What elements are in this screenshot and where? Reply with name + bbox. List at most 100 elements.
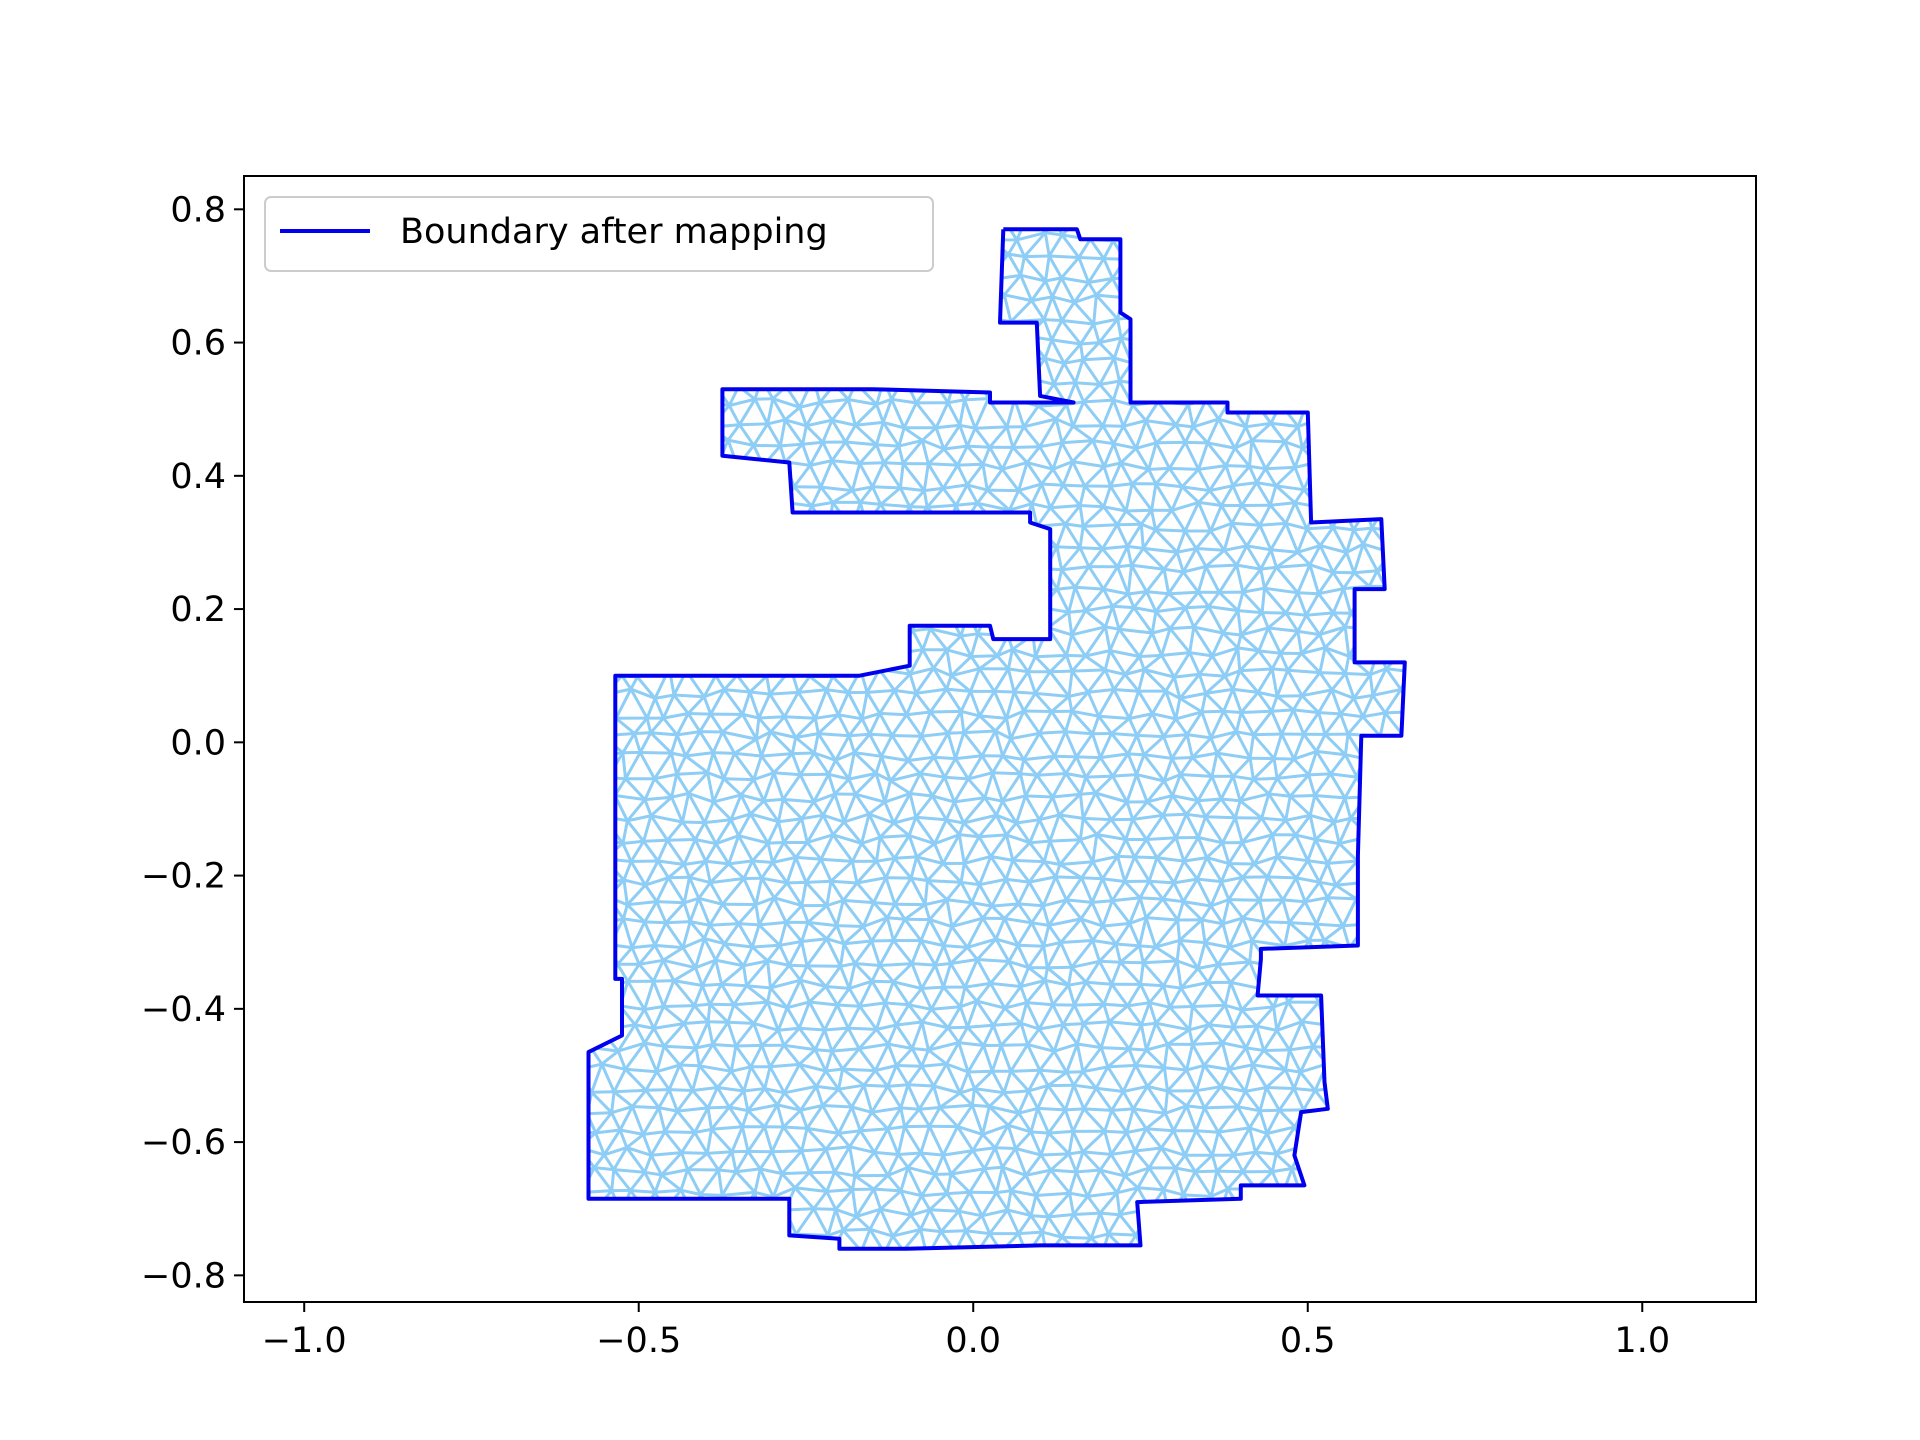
mesh-edge — [1231, 521, 1261, 527]
mesh-edge — [1191, 1043, 1206, 1067]
mesh-edge — [772, 897, 788, 924]
mesh-edge — [830, 1027, 850, 1052]
mesh-edge — [1160, 628, 1172, 656]
mesh-edge — [1193, 625, 1224, 635]
mesh-edge — [1170, 486, 1184, 511]
mesh-edge — [1345, 672, 1371, 677]
mesh-edge — [1174, 672, 1200, 679]
mesh-edge — [623, 917, 645, 924]
mesh-edge — [1034, 655, 1052, 673]
mesh-edge — [1078, 776, 1088, 795]
mesh-edge — [1378, 712, 1387, 737]
mesh-edge — [679, 1169, 690, 1191]
mesh-edge — [767, 1000, 788, 1010]
mesh-edge — [1228, 898, 1260, 902]
mesh-edge — [673, 693, 705, 699]
mesh-edge — [1114, 922, 1131, 945]
mesh-edge — [1081, 1130, 1106, 1153]
mesh-edge — [740, 1110, 750, 1128]
mesh-edge — [981, 905, 994, 920]
mesh-edge — [1174, 837, 1186, 862]
mesh-edge — [693, 1131, 709, 1155]
mesh-edge — [1066, 653, 1086, 658]
mesh-edge — [1288, 900, 1307, 924]
mesh-edge — [1006, 649, 1014, 670]
mesh-edge — [717, 1150, 734, 1171]
mesh-edge — [806, 1126, 839, 1135]
mesh-edge — [1293, 488, 1306, 504]
mesh-edge — [921, 1062, 947, 1068]
mesh-edge — [1252, 778, 1270, 795]
mesh-edge — [1219, 1068, 1231, 1088]
mesh-edge — [1241, 876, 1261, 902]
mesh-edge — [833, 778, 850, 796]
mesh-edge — [971, 901, 993, 908]
mesh-edge — [933, 819, 948, 845]
mesh-edge — [654, 693, 675, 700]
mesh-edge — [1197, 591, 1210, 608]
mesh-edge — [1110, 1090, 1125, 1112]
mesh-edge — [1287, 668, 1321, 675]
mesh-edge — [1102, 983, 1114, 1005]
mesh-edge — [1112, 604, 1134, 610]
mesh-edge — [947, 398, 965, 405]
mesh-edge — [1191, 425, 1209, 444]
mesh-edge — [1332, 821, 1341, 844]
mesh-edge — [824, 1070, 840, 1091]
mesh-edge — [919, 1229, 929, 1249]
mesh-edge — [1070, 655, 1087, 673]
mesh-edge — [782, 841, 797, 859]
mesh-edge — [1125, 801, 1135, 820]
mesh-edge — [838, 1083, 865, 1091]
mesh-edge — [1145, 838, 1159, 859]
mesh-edge — [1202, 1041, 1224, 1067]
mesh-edge — [812, 801, 825, 817]
mesh-edge — [1079, 918, 1095, 942]
mesh-edge — [1201, 709, 1224, 714]
mesh-edge — [1014, 690, 1036, 695]
mesh-edge — [1037, 1106, 1066, 1112]
mesh-edge — [727, 862, 745, 880]
mesh-edge — [851, 842, 863, 863]
mesh-edge — [837, 1106, 854, 1135]
mesh-edge — [610, 1112, 622, 1131]
mesh-edge — [1252, 757, 1276, 781]
mesh-edge — [1222, 916, 1244, 926]
mesh-edge — [1185, 711, 1204, 736]
mesh-edge — [1001, 1043, 1028, 1047]
mesh-edge — [1183, 1193, 1212, 1198]
mesh-edge — [784, 715, 816, 720]
mesh-edge — [1070, 633, 1087, 657]
mesh-edge — [1005, 877, 1030, 884]
mesh-edge — [752, 755, 763, 781]
mesh-edge — [971, 1133, 984, 1152]
mesh-edge — [1194, 1154, 1214, 1173]
mesh-edge — [1029, 1107, 1040, 1133]
mesh-edge — [1241, 863, 1256, 879]
mesh-edge — [1020, 978, 1046, 988]
mesh-edge — [892, 918, 907, 942]
mesh-edge — [1155, 606, 1186, 614]
mesh-edge — [1318, 671, 1334, 691]
mesh-edge — [1067, 586, 1077, 613]
mesh-edge — [1222, 631, 1242, 637]
mesh-edge — [1232, 687, 1259, 694]
mesh-edge — [1107, 1213, 1121, 1235]
mesh-edge — [848, 732, 870, 738]
mesh-edge — [694, 1127, 712, 1134]
mesh-edge — [1197, 797, 1222, 803]
mesh-edge — [641, 1133, 653, 1156]
mesh-edge — [867, 813, 882, 838]
mesh-edge — [649, 814, 669, 842]
mesh-edge — [966, 463, 985, 486]
mesh-edge — [1054, 864, 1062, 878]
mesh-edge — [909, 877, 927, 906]
mesh-edge — [660, 1173, 682, 1192]
mesh-edge — [767, 418, 786, 426]
mesh-edge — [1162, 985, 1172, 1008]
mesh-edge — [1286, 652, 1303, 672]
mesh-edge — [959, 1091, 974, 1107]
mesh-edge — [1011, 426, 1026, 449]
mesh-edge — [1071, 1130, 1085, 1153]
mesh-edge — [1281, 877, 1298, 901]
